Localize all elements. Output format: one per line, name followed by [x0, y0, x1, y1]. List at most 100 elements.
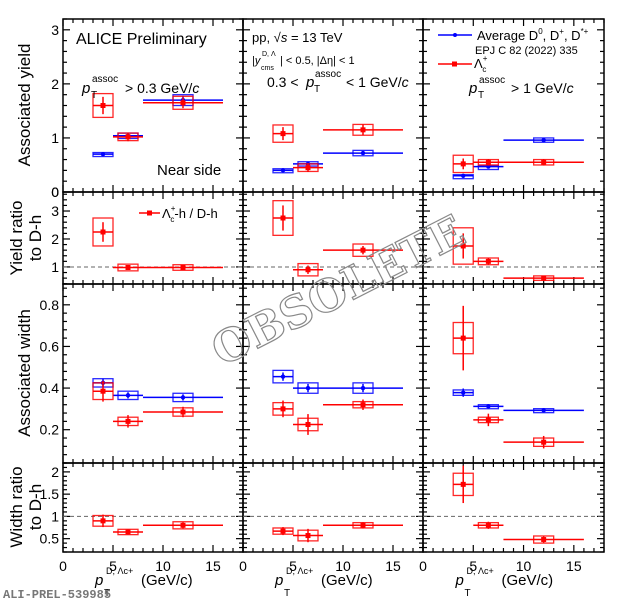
data-point [113, 390, 143, 401]
marker-d-meson [541, 137, 546, 143]
y-tick-label: 1 [51, 130, 59, 146]
marker-lambda-c [125, 418, 131, 424]
col2-cut-sub: T [478, 90, 484, 101]
x-title-unit: (GeV/c) [141, 572, 193, 589]
marker-lambda-c [180, 522, 186, 528]
marker-lambda-c [180, 409, 186, 415]
panel-r0-c2 [422, 18, 605, 193]
marker-lambda-c [100, 103, 106, 108]
col0-cut-p: p [81, 80, 90, 97]
figure-id: ALI-PREL-539985 [3, 588, 111, 602]
y-tick-label: 0.2 [40, 422, 60, 438]
col2-cut-sup: assoc [479, 75, 505, 86]
marker-lambda-c [485, 417, 491, 423]
panels-group: 0 1 2 3 0 1 2 3 0.2 0.4 0.6 0.8 0.5 1 1.5 2 0 5 10 15 0 5 10 15… [40, 18, 605, 574]
marker-d-meson [180, 395, 186, 400]
x-title-sub: T [284, 588, 290, 599]
data-point [92, 380, 114, 402]
data-point [293, 414, 323, 435]
marker-d-meson [360, 150, 366, 156]
col1-cut-sup: assoc [315, 69, 341, 80]
data-point [143, 521, 223, 530]
data-point [113, 415, 143, 428]
data-point [473, 158, 504, 166]
y-tick-label: 0 [51, 184, 59, 200]
legend-d-marker [453, 33, 457, 37]
y-tick-label: 3 [51, 22, 59, 38]
marker-lambda-c [100, 518, 106, 524]
panel-r3-c2: 0 5 10 15 [419, 462, 605, 574]
marker-d-meson [486, 404, 491, 409]
col1-pt-cut: 0.3 < p assoc T < 1 GeV/c [267, 69, 409, 95]
ylabel-width-ratio-line2: to D-h [26, 484, 45, 530]
marker-lambda-c [280, 131, 286, 137]
y-tick-label: 1.5 [40, 486, 60, 502]
collision-energy-label: pp, √s = 13 TeV [252, 30, 343, 45]
col1-cut-pre: 0.3 < [267, 74, 299, 90]
data-point [113, 263, 143, 272]
marker-lambda-c [305, 267, 311, 273]
x-tick-label: 10 [335, 558, 351, 574]
data-point [452, 154, 474, 174]
svg-text:|y: |y [252, 55, 262, 67]
data-point [323, 243, 403, 257]
data-point [503, 535, 584, 544]
panel-r2-c0: 0.2 0.4 0.6 0.8 [40, 283, 244, 464]
marker-lambda-c [460, 481, 466, 487]
data-point [113, 528, 143, 536]
marker-lambda-c [541, 159, 547, 165]
legend-lc-marker [452, 61, 457, 67]
data-point [293, 528, 323, 543]
marker-lambda-c [305, 533, 311, 539]
marker-d-meson [360, 385, 366, 391]
data-point [323, 521, 403, 529]
data-point [323, 149, 403, 157]
x-title-p: p [455, 572, 464, 589]
rapidity-cut-label: |y D, Λ cms | < 0.5, |Δη| < 1 [252, 51, 355, 72]
col0-cut-sub: T [91, 90, 97, 101]
panel-r2-c2 [422, 283, 605, 464]
panel-r3-c1: 0 5 10 15 [239, 462, 424, 574]
ratio-legend-marker [147, 210, 152, 216]
marker-lambda-c [100, 229, 106, 235]
panel-frame [422, 283, 605, 464]
x-title-sup: D, Λc+ [467, 566, 494, 576]
x-tick-label: 10 [155, 558, 171, 574]
data-point [293, 382, 323, 394]
data-point [452, 173, 474, 180]
marker-lambda-c [541, 537, 547, 543]
marker-lambda-c [485, 522, 491, 528]
svg-text:| < 0.5, |Δη| < 1: | < 0.5, |Δη| < 1 [280, 55, 355, 67]
obsolete-watermark: OBSOLETE [204, 206, 473, 377]
marker-lambda-c [541, 439, 547, 445]
col0-cut-text: > 0.3 GeV/c [125, 80, 199, 96]
data-point [113, 132, 143, 142]
col1-cut-sub: T [314, 84, 320, 95]
marker-lambda-c [280, 406, 286, 412]
x-tick-label: 0 [239, 558, 247, 574]
marker-d-meson [280, 168, 286, 173]
x-tick-label: 0 [59, 558, 67, 574]
marker-lambda-c [360, 402, 366, 408]
y-axis-labels: Associated yield Yield ratio to D-h Asso… [7, 44, 45, 548]
x-axis-titles: pD, Λc+T(GeV/c) pD, Λc+T(GeV/c) pD, Λc+T(G… [94, 566, 553, 599]
marker-lambda-c [305, 165, 311, 171]
marker-d-meson [125, 393, 131, 398]
data-point [503, 137, 584, 143]
marker-lambda-c [360, 247, 366, 253]
marker-lambda-c [541, 275, 547, 281]
y-tick-label: 1 [51, 508, 59, 524]
data-point [452, 227, 474, 265]
x-title-unit: (GeV/c) [321, 572, 373, 589]
y-tick-label: 0.5 [40, 531, 60, 547]
panel-frame [242, 462, 424, 553]
ylabel-yield-ratio-line2: to D-h [26, 215, 45, 261]
marker-d-meson [541, 408, 546, 413]
data-point [323, 382, 403, 394]
marker-lambda-c [100, 388, 106, 394]
x-tick-label: 10 [516, 558, 532, 574]
x-tick-label: 5 [469, 558, 477, 574]
y-tick-label: 1 [51, 259, 59, 275]
x-axis-title-col0: pD, Λc+ T (GeV/c) [94, 566, 193, 599]
data-point [92, 217, 114, 247]
